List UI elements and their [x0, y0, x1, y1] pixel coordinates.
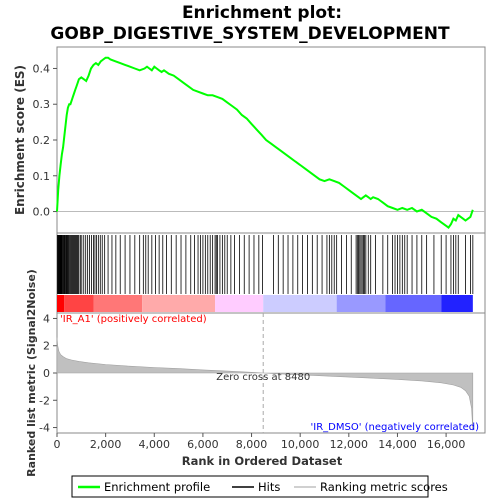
- legend: Enrichment profile Hits Ranking metric s…: [71, 475, 448, 498]
- metric-ytick-label: 4: [43, 312, 50, 325]
- x-tick-label: 4,000: [139, 438, 171, 451]
- legend-hits-label: Hits: [258, 480, 280, 494]
- metric-panel: 4 2 0 -2 -4 Zero cross at 8480 'IR_A1' (posi…: [25, 269, 486, 477]
- color-band-segment: [385, 295, 442, 312]
- x-tick-label: 2,000: [90, 438, 122, 451]
- es-ytick-label: 0.4: [33, 62, 51, 75]
- color-band-segment: [142, 295, 216, 312]
- metric-ytick-label: -2: [39, 394, 50, 407]
- metric-ytick-label: 0: [43, 367, 50, 380]
- enrichment-profile-line: [56, 56, 474, 230]
- hits-panel: [56, 232, 486, 314]
- x-axis-label: Rank in Ordered Dataset: [182, 454, 343, 468]
- x-tick-label: 8,000: [236, 438, 268, 451]
- metric-ytick-label: 2: [43, 340, 50, 353]
- ranking-metric-area: [56, 337, 474, 431]
- color-band-segment: [64, 295, 94, 312]
- x-tick-label: 10,000: [281, 438, 320, 451]
- legend-metric-label: Ranking metric scores: [320, 480, 448, 494]
- x-tick-label: 12,000: [330, 438, 369, 451]
- es-panel-frame: [56, 46, 486, 234]
- color-band-segment: [263, 295, 337, 312]
- es-ytick-label: 0.1: [33, 170, 51, 183]
- x-tick-label: 14,000: [378, 438, 417, 451]
- x-axis: 0 2,000 4,000 6,000 8,000 10,000 12,000 14,000 1…: [54, 433, 466, 451]
- es-ylabel: Enrichment score (ES): [13, 65, 27, 215]
- metric-ytick-label: -4: [39, 422, 50, 435]
- chart-title-line1: Enrichment plot:: [182, 3, 342, 23]
- legend-enrichment-label: Enrichment profile: [104, 480, 210, 494]
- color-band-segment: [93, 295, 143, 312]
- color-band-segment: [57, 295, 65, 312]
- positive-correlation-label: 'IR_A1' (positively correlated): [60, 314, 207, 325]
- x-tick-label: 16,000: [427, 438, 466, 451]
- es-panel: 0.0 0.1 0.2 0.3 0.4 Enrichment score (ES): [13, 46, 486, 234]
- es-ytick-label: 0.3: [33, 98, 51, 111]
- es-ytick-label: 0.2: [33, 134, 51, 147]
- metric-ylabel: Ranked list metric (Signal2Noise): [25, 269, 38, 477]
- x-tick-label: 0: [54, 438, 61, 451]
- color-band-segment: [215, 295, 264, 312]
- es-ytick-label: 0.0: [33, 206, 51, 219]
- chart-title-line2: GOBP_DIGESTIVE_SYSTEM_DEVELOPMENT: [50, 24, 450, 44]
- color-band-segment: [441, 295, 473, 312]
- negative-correlation-label: 'IR_DMSO' (negatively correlated): [311, 422, 480, 433]
- zero-cross-label: Zero cross at 8480: [216, 372, 310, 383]
- color-band-segment: [336, 295, 386, 312]
- x-tick-label: 6,000: [187, 438, 219, 451]
